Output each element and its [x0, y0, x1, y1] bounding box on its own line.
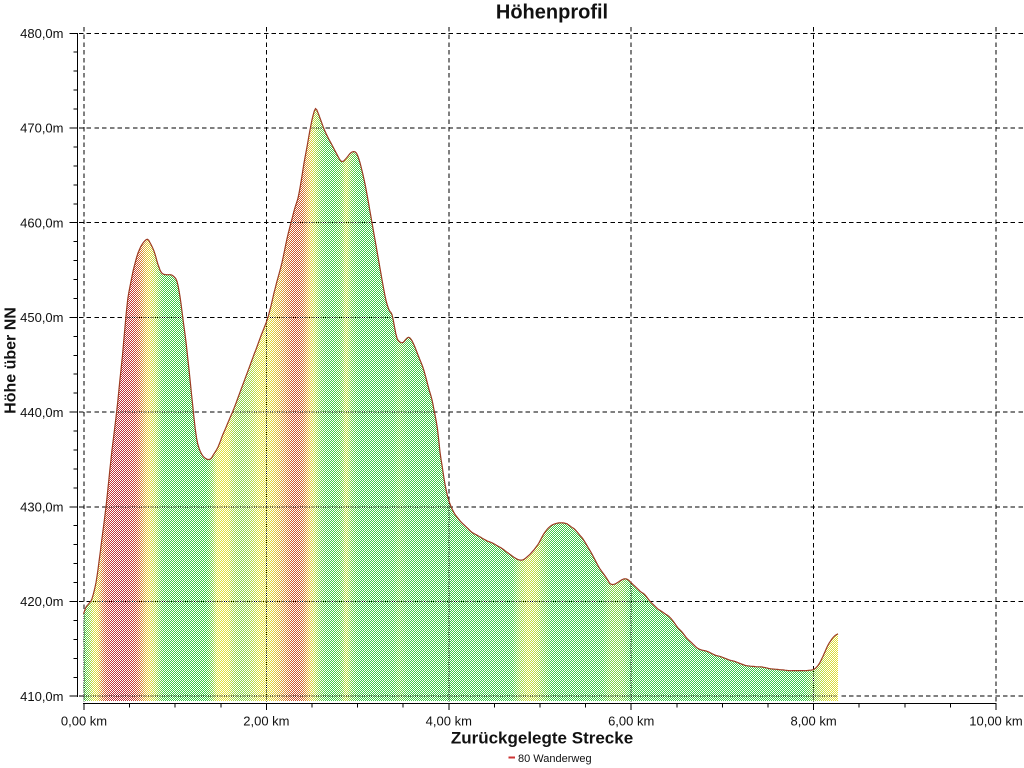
svg-text:Zurückgelegte Strecke: Zurückgelegte Strecke — [451, 729, 633, 748]
svg-text:0,00 km: 0,00 km — [61, 714, 107, 729]
svg-text:2,00 km: 2,00 km — [243, 714, 289, 729]
svg-text:480,0m: 480,0m — [20, 26, 63, 41]
svg-text:Höhenprofil: Höhenprofil — [496, 2, 608, 24]
svg-text:440,0m: 440,0m — [20, 405, 63, 420]
svg-text:8,00 km: 8,00 km — [790, 714, 836, 729]
svg-text:410,0m: 410,0m — [20, 689, 63, 704]
svg-text:420,0m: 420,0m — [20, 594, 63, 609]
svg-text:470,0m: 470,0m — [20, 121, 63, 136]
svg-text:6,00 km: 6,00 km — [608, 714, 654, 729]
svg-text:10,00 km: 10,00 km — [969, 714, 1022, 729]
svg-text:460,0m: 460,0m — [20, 215, 63, 230]
svg-text:430,0m: 430,0m — [20, 500, 63, 515]
svg-text:80 Wanderweg: 80 Wanderweg — [518, 753, 592, 765]
svg-text:Höhe über NN: Höhe über NN — [3, 307, 20, 414]
svg-text:4,00 km: 4,00 km — [426, 714, 472, 729]
svg-text:450,0m: 450,0m — [20, 310, 63, 325]
